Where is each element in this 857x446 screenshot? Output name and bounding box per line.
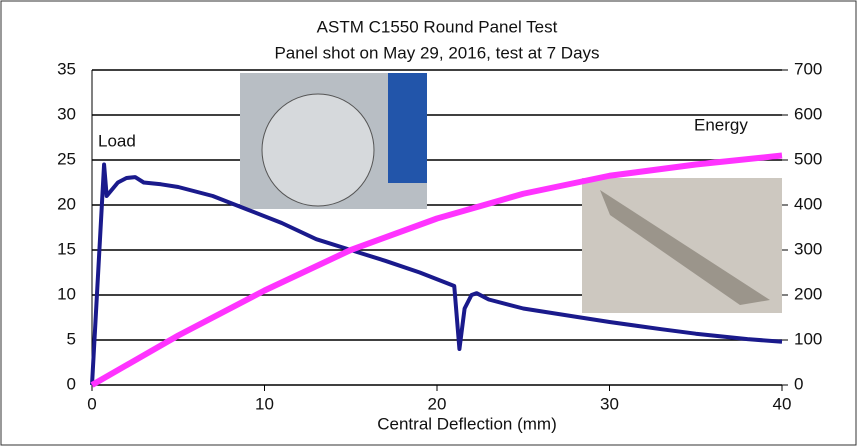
y2-tick-label: 100 <box>794 329 822 348</box>
annotation: Energy <box>694 115 748 134</box>
crack-photo-detail <box>600 190 770 305</box>
x-tick-label: 10 <box>255 394 274 413</box>
series-line <box>90 152 783 388</box>
chart-subtitle: Panel shot on May 29, 2016, test at 7 Da… <box>274 43 599 62</box>
y-tick-label: 20 <box>57 194 76 213</box>
y2-tick-label: 500 <box>794 149 822 168</box>
x-tick-label: 40 <box>773 394 792 413</box>
y2-tick-label: 0 <box>794 374 803 393</box>
y-tick-label: 10 <box>57 284 76 303</box>
y2-tick-label: 700 <box>794 59 822 78</box>
chart-title: ASTM C1550 Round Panel Test <box>317 17 558 36</box>
y-tick-label: 0 <box>67 374 76 393</box>
y-tick-label: 5 <box>67 329 76 348</box>
annotation: Load <box>98 131 136 150</box>
x-tick-label: 0 <box>87 394 96 413</box>
y-tick-label: 15 <box>57 239 76 258</box>
y2-tick-label: 300 <box>794 239 822 258</box>
x-tick-label: 30 <box>600 394 619 413</box>
y2-tick-label: 600 <box>794 104 822 123</box>
series-line <box>90 162 783 386</box>
x-axis-label: Central Deflection (mm) <box>377 414 557 433</box>
x-tick-label: 20 <box>428 394 447 413</box>
y2-tick-label: 400 <box>794 194 822 213</box>
panel-photo-frame <box>388 73 427 183</box>
y-tick-label: 25 <box>57 149 76 168</box>
y-tick-label: 30 <box>57 104 76 123</box>
y-tick-label: 35 <box>57 59 76 78</box>
panel-photo-disc <box>261 93 375 207</box>
y2-tick-label: 200 <box>794 284 822 303</box>
